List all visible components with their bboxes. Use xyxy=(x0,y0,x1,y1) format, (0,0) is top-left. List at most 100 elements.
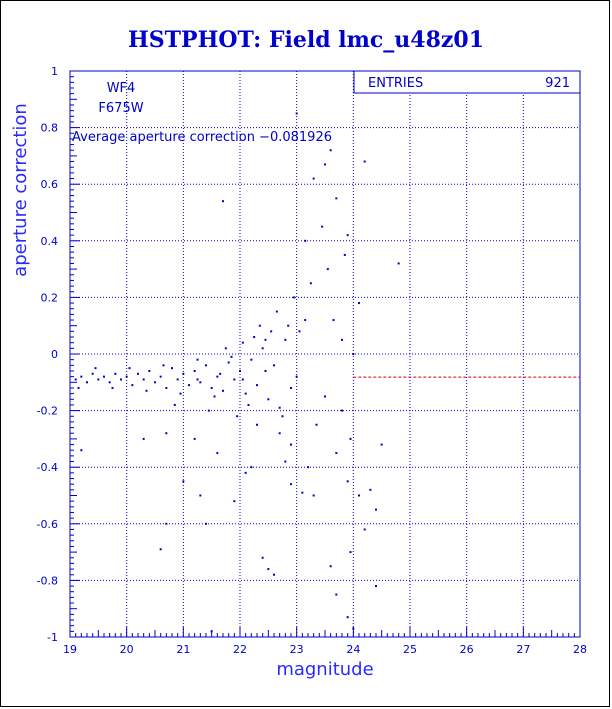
data-point xyxy=(216,452,219,455)
data-point xyxy=(171,367,173,370)
x-tick-label: 23 xyxy=(290,643,304,656)
data-point xyxy=(375,585,377,588)
data-point xyxy=(256,384,258,387)
data-point xyxy=(224,347,227,350)
y-tick-label: 0.8 xyxy=(41,122,59,135)
data-point xyxy=(250,466,253,469)
data-point xyxy=(349,551,352,554)
data-point xyxy=(363,160,366,163)
data-point xyxy=(264,338,267,341)
data-point xyxy=(324,395,326,398)
data-point xyxy=(287,324,290,327)
data-point xyxy=(125,375,128,378)
data-point xyxy=(369,488,372,491)
data-point xyxy=(142,378,145,381)
data-point xyxy=(97,378,100,381)
y-axis-label: aperture correction xyxy=(10,103,31,277)
data-point xyxy=(108,381,111,384)
data-point xyxy=(159,375,162,378)
data-point xyxy=(94,367,97,370)
x-tick-label: 20 xyxy=(120,643,134,656)
data-point xyxy=(352,627,355,630)
data-point xyxy=(335,593,338,596)
x-tick-label: 24 xyxy=(346,643,360,656)
data-point xyxy=(278,432,281,435)
data-point xyxy=(148,369,151,372)
data-point xyxy=(91,372,94,375)
data-point xyxy=(244,471,247,474)
data-point xyxy=(239,369,241,372)
data-point xyxy=(335,452,338,455)
data-point xyxy=(304,319,307,322)
x-tick-label: 19 xyxy=(63,643,77,656)
data-point xyxy=(256,423,258,426)
y-tick-label: 0.2 xyxy=(41,291,59,304)
data-point xyxy=(358,302,360,305)
data-point xyxy=(120,378,122,381)
data-point xyxy=(103,375,105,378)
data-point xyxy=(199,381,202,384)
data-point xyxy=(264,369,267,372)
y-tick-label: -0.6 xyxy=(37,518,58,531)
data-point xyxy=(284,338,287,341)
data-point xyxy=(162,364,165,367)
data-point xyxy=(281,415,284,418)
data-point xyxy=(74,378,77,381)
data-point xyxy=(77,386,80,389)
data-point xyxy=(301,491,304,494)
data-point xyxy=(284,460,287,463)
stats-entries-label: ENTRIES xyxy=(368,76,423,91)
data-point xyxy=(173,403,176,406)
data-point xyxy=(142,437,145,440)
y-tick-label: 0 xyxy=(51,348,58,361)
x-tick-label: 21 xyxy=(176,643,190,656)
data-point xyxy=(230,355,233,358)
data-point xyxy=(307,466,309,469)
data-point xyxy=(270,330,273,333)
data-point xyxy=(205,364,207,367)
y-tick-label: -0.2 xyxy=(37,405,58,418)
data-point xyxy=(227,361,230,364)
x-tick-label: 25 xyxy=(403,643,417,656)
data-point xyxy=(295,375,298,378)
y-tick-label: -0.8 xyxy=(37,574,58,587)
data-point xyxy=(261,347,264,350)
data-point xyxy=(196,378,199,381)
data-point xyxy=(278,406,281,409)
stats-entries-value: 921 xyxy=(545,76,570,91)
data-point xyxy=(210,630,213,633)
data-point xyxy=(349,437,352,440)
y-tick-label: 1 xyxy=(51,65,58,78)
data-point xyxy=(290,443,292,446)
data-point xyxy=(213,395,216,398)
data-point xyxy=(233,500,236,503)
data-point xyxy=(80,449,83,452)
data-point xyxy=(315,423,318,426)
average-annotation: Average aperture correction −0.081926 xyxy=(72,130,332,145)
data-point xyxy=(341,409,343,412)
data-point xyxy=(250,358,253,361)
data-point xyxy=(165,432,168,435)
x-tick-label: 22 xyxy=(233,643,247,656)
data-point xyxy=(222,389,224,392)
data-point xyxy=(182,480,185,483)
y-tick-label: -0.4 xyxy=(37,461,58,474)
data-point xyxy=(346,234,349,237)
data-point xyxy=(346,616,349,619)
data-point xyxy=(335,197,338,200)
data-point xyxy=(145,389,148,392)
data-point xyxy=(380,443,383,446)
data-point xyxy=(241,378,244,381)
data-point xyxy=(182,372,185,375)
data-point xyxy=(273,364,275,367)
x-tick-label: 26 xyxy=(460,643,474,656)
data-point xyxy=(290,386,292,389)
data-point xyxy=(352,353,355,355)
data-point xyxy=(165,386,168,389)
data-point xyxy=(312,177,315,180)
data-point xyxy=(131,384,134,387)
data-point xyxy=(205,522,207,525)
data-point xyxy=(80,375,83,378)
